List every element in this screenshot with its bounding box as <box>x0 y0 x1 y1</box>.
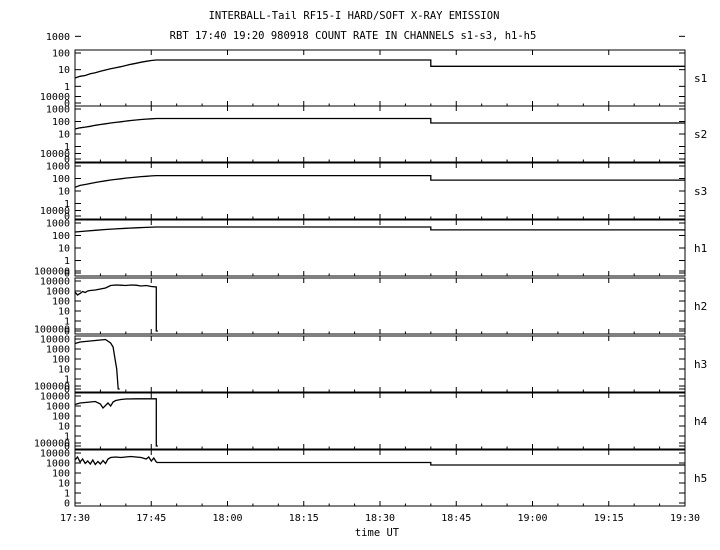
y-tick-label-s2: 10 <box>58 130 70 141</box>
y-tick-label-s3: 1000 <box>46 162 70 173</box>
y-tick-label-s3: 10000 <box>40 149 70 160</box>
y-tick-label-h5: 10 <box>58 479 70 490</box>
panel-frame-h2 <box>74 277 686 335</box>
y-tick-label-s2: 10000 <box>40 92 70 103</box>
x-tick-label: 18:00 <box>212 513 242 524</box>
y-tick-label-h1: 100 <box>52 231 70 242</box>
y-tick-label-h1: 0 <box>64 269 70 280</box>
y-tick-label-h4: 1 <box>64 432 70 443</box>
y-tick-label-h5: 10000 <box>40 449 70 460</box>
y-tick-label-h2: 1000 <box>46 287 70 298</box>
channel-label-h1: h1 <box>694 242 707 255</box>
y-tick-label-h1: 10 <box>58 244 70 255</box>
y-tick-label-h1: 10000 <box>40 206 70 217</box>
y-tick-label-h2: 1 <box>64 317 70 328</box>
y-tick-label-h5: 100000 <box>34 439 70 450</box>
series-line-s3 <box>74 174 685 188</box>
chart-title: INTERBALL-Tail RF15-I HARD/SOFT X-RAY EM… <box>209 10 500 22</box>
channel-label-h3: h3 <box>694 358 707 371</box>
y-tick-label-h2: 0 <box>64 327 70 338</box>
y-tick-label-h5: 100 <box>52 469 70 480</box>
y-tick-label-s3: 100 <box>52 174 70 185</box>
y-tick-label-s1: 1000 <box>46 32 70 43</box>
y-tick-label-h4: 100000 <box>34 382 70 393</box>
y-tick-label-h3: 100000 <box>34 325 70 336</box>
y-tick-label-h2: 10000 <box>40 277 70 288</box>
y-tick-label-s2: 0 <box>64 155 70 166</box>
panels-group: 01101001000s10110100100010000s2011010010… <box>34 32 708 510</box>
y-tick-label-h5: 1 <box>64 489 70 500</box>
chart-subtitle: RBT 17:40 19:20 980918 COUNT RATE IN CHA… <box>170 30 537 42</box>
y-tick-label-h5: 1000 <box>46 459 70 470</box>
y-tick-label-h3: 10000 <box>40 335 70 346</box>
y-tick-label-h3: 1 <box>64 375 70 386</box>
y-tick-label-s3: 1 <box>64 199 70 210</box>
x-tick-label: 18:30 <box>365 513 395 524</box>
channel-label-s1: s1 <box>694 72 707 85</box>
y-tick-label-h3: 1000 <box>46 345 70 356</box>
series-line-h1 <box>74 226 685 233</box>
x-tick-label: 17:30 <box>60 513 90 524</box>
panel-frame-s1 <box>74 49 686 107</box>
panel-frame-s3 <box>74 162 686 220</box>
x-axis-label: time UT <box>355 527 400 539</box>
x-axis: 17:30 17:45 18:00 18:15 18:30 18:45 19:00 19:15… <box>60 513 700 524</box>
y-tick-label-h4: 0 <box>64 442 70 453</box>
y-tick-label-h4: 10000 <box>40 392 70 403</box>
y-tick-label-s3: 10 <box>58 187 70 198</box>
series-line-h2 <box>74 284 158 332</box>
y-tick-label-s1: 100 <box>52 49 70 60</box>
y-tick-label-s2: 1000 <box>46 105 70 116</box>
channel-label-h5: h5 <box>694 472 707 485</box>
channel-label-h4: h4 <box>694 415 708 428</box>
channel-label-s2: s2 <box>694 128 707 141</box>
y-tick-label-s3: 0 <box>64 212 70 223</box>
y-tick-label-h1: 1 <box>64 256 70 267</box>
series-line-h3 <box>74 338 120 390</box>
series-line-s2 <box>74 117 685 130</box>
y-tick-label-h2: 100 <box>52 297 70 308</box>
y-tick-label-h3: 100 <box>52 355 70 366</box>
panel-frame-h1 <box>74 219 686 277</box>
y-tick-label-h3: 0 <box>64 385 70 396</box>
series-line-h4 <box>74 398 158 447</box>
x-tick-label: 19:15 <box>594 513 624 524</box>
y-tick-label-h4: 10 <box>58 422 70 433</box>
channel-label-s3: s3 <box>694 185 707 198</box>
y-tick-label-h3: 10 <box>58 365 70 376</box>
x-tick-label: 18:15 <box>289 513 319 524</box>
series-line-h5 <box>74 455 685 466</box>
y-tick-label-s2: 1 <box>64 142 70 153</box>
y-tick-label-h4: 1000 <box>46 402 70 413</box>
y-tick-label-h2: 100000 <box>34 267 70 278</box>
panel-frame-h4 <box>74 392 686 450</box>
x-tick-label: 18:45 <box>441 513 471 524</box>
panel-s1: 0 1 10 100 1000 s1 <box>46 32 707 110</box>
y-tick-label-h4: 100 <box>52 412 70 423</box>
channel-label-h2: h2 <box>694 300 707 313</box>
series-line-s1 <box>74 59 685 79</box>
y-tick-label-s1: 10 <box>58 65 70 76</box>
y-tick-label-h1: 1000 <box>46 219 70 230</box>
panel-frame-h3 <box>74 335 686 393</box>
panel-frame-s2 <box>74 105 686 163</box>
y-tick-label-h2: 10 <box>58 307 70 318</box>
y-tick-label-s1: 1 <box>64 82 70 93</box>
y-tick-label-s1: 0 <box>64 99 70 110</box>
y-tick-label-s2: 100 <box>52 117 70 128</box>
x-tick-label: 19:30 <box>670 513 700 524</box>
panel-frame-h5 <box>74 449 686 507</box>
y-tick-label-h5: 0 <box>64 499 70 510</box>
x-tick-label: 17:45 <box>136 513 166 524</box>
x-tick-label: 19:00 <box>517 513 547 524</box>
